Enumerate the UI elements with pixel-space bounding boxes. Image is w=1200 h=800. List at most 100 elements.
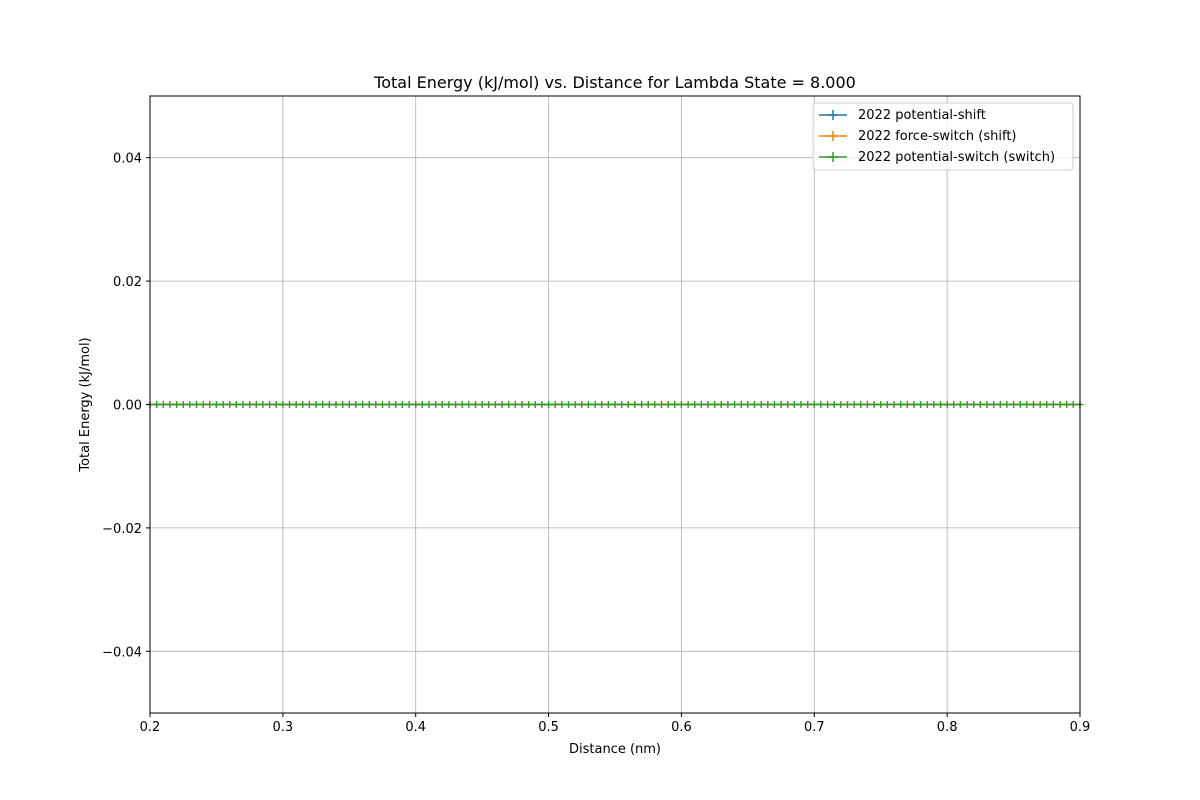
data-point [173, 401, 181, 408]
data-point [445, 401, 453, 408]
data-point [770, 401, 778, 408]
data-point [1016, 401, 1024, 408]
legend-entry-potential-switch: 2022 potential-switch (switch) [819, 150, 1055, 165]
data-point [751, 401, 758, 408]
data-point [1023, 401, 1031, 408]
data-point [883, 401, 891, 408]
data-point [837, 401, 845, 408]
data-point [319, 401, 327, 408]
data-point [325, 401, 333, 408]
data-point [897, 401, 905, 408]
x-axis-label: Distance (nm) [569, 742, 661, 757]
data-point [465, 401, 473, 408]
data-point [983, 401, 991, 408]
legend-entry-force-switch: 2022 force-switch (shift) [819, 129, 1017, 144]
data-point [691, 401, 699, 408]
data-point [824, 401, 832, 408]
data-point [890, 401, 898, 408]
data-point [179, 401, 187, 408]
legend-entry-potential-shift: 2022 potential-shift [819, 108, 986, 123]
data-point [923, 401, 931, 408]
x-tick-label: 0.5 [538, 720, 559, 735]
data-point [438, 401, 446, 408]
data-point [956, 401, 964, 408]
data-point [1036, 401, 1044, 408]
data-point [990, 401, 998, 408]
data-point [405, 401, 413, 408]
legend-label-force-switch: 2022 force-switch (shift) [858, 129, 1017, 144]
data-point [226, 401, 234, 408]
data-point [870, 401, 878, 408]
data-point [737, 401, 745, 408]
y-tick-label: −0.04 [102, 645, 142, 660]
data-point [538, 401, 546, 408]
data-point [578, 401, 586, 408]
data-point [1063, 401, 1071, 408]
data-point [704, 401, 712, 408]
data-point [711, 401, 719, 408]
data-point [658, 401, 665, 408]
data-point [1056, 401, 1064, 408]
data-point [505, 401, 513, 408]
data-point [950, 401, 958, 408]
data-point [684, 401, 692, 408]
x-tick-label: 0.3 [273, 720, 294, 735]
data-point [744, 401, 752, 408]
data-point [312, 401, 320, 408]
data-point [584, 401, 592, 408]
data-point [996, 401, 1004, 408]
data-point [339, 401, 347, 408]
y-axis-label: Total Energy (kJ/mol) [78, 337, 93, 472]
data-point [239, 401, 247, 408]
data-point [485, 401, 493, 408]
data-point [385, 401, 393, 408]
data-point [498, 401, 506, 408]
data-point [292, 401, 300, 408]
data-point [1010, 401, 1018, 408]
data-point [352, 401, 360, 408]
data-point [830, 401, 838, 408]
data-point [193, 401, 200, 408]
data-point [797, 401, 805, 408]
data-point [392, 401, 400, 408]
data-point [359, 401, 367, 408]
x-tick-label: 0.2 [140, 720, 161, 735]
x-tick-label: 0.4 [405, 720, 426, 735]
data-point [877, 401, 885, 408]
data-point [345, 401, 353, 408]
data-point [1049, 401, 1057, 408]
data-point [850, 401, 858, 408]
data-point [817, 401, 825, 408]
series-2 [146, 401, 1084, 408]
y-tick-label: −0.02 [102, 522, 142, 537]
data-point [272, 401, 280, 408]
legend: 2022 potential-shift 2022 force-switch (… [812, 102, 1074, 171]
data-point [638, 401, 646, 408]
data-point [425, 401, 433, 408]
data-point [551, 401, 559, 408]
data-point [1003, 401, 1011, 408]
data-point [844, 401, 851, 408]
data-point [478, 401, 486, 408]
data-point [166, 401, 174, 408]
data-point [332, 401, 340, 408]
x-tick-label: 0.8 [937, 720, 958, 735]
data-point [604, 401, 612, 408]
data-point [784, 401, 792, 408]
data-point [764, 401, 772, 408]
data-point [379, 401, 386, 408]
data-point [1030, 401, 1037, 408]
data-point [372, 401, 380, 408]
data-point [545, 401, 553, 408]
data-point [677, 401, 685, 408]
data-point [611, 401, 619, 408]
y-axis-ticks: −0.04 −0.02 0.00 0.02 0.04 [102, 152, 150, 660]
data-point [970, 401, 978, 408]
data-point [976, 401, 984, 408]
data-point [452, 401, 460, 408]
data-point [631, 401, 639, 408]
data-point [159, 401, 167, 408]
data-point [863, 401, 871, 408]
data-point [286, 401, 293, 408]
